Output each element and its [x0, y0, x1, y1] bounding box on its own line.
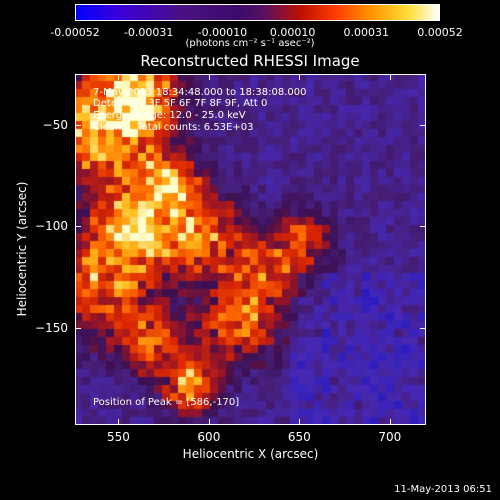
y-tick-mark — [75, 124, 81, 126]
x-tick-mark — [389, 419, 391, 425]
timestamp: 11-May-2013 06:51 — [394, 484, 492, 495]
x-tick-label: 700 — [378, 430, 402, 444]
peak-position-label: Position of Peak = [586,-170] — [93, 397, 240, 408]
x-tick-label: 600 — [197, 430, 221, 444]
x-tick-mark — [208, 74, 210, 80]
colorbar-tick-label: 0.00031 — [343, 26, 390, 39]
y-tick-mark — [420, 327, 426, 329]
info-time: 7-May-2013 18:34:48.000 to 18:38:08.000 — [93, 87, 307, 98]
colorbar-tick-label: -0.00010 — [197, 26, 248, 39]
chart-title: Reconstructed RHESSI Image — [140, 52, 360, 70]
x-tick-mark — [299, 419, 301, 425]
heatmap-image — [75, 74, 426, 425]
x-tick-label: 550 — [106, 430, 130, 444]
x-tick-mark — [118, 74, 120, 80]
x-tick-label: 650 — [287, 430, 311, 444]
colorbar — [75, 4, 440, 21]
info-clean: Clean Total counts: 6.53E+03 — [93, 122, 254, 133]
y-tick-label: −150 — [35, 320, 68, 335]
info-detectors: Detectors: 3F 5F 6F 7F 8F 9F, Att 0 — [93, 98, 268, 109]
colorbar-tick-label: 0.00010 — [269, 26, 316, 39]
colorbar-tick-label: -0.00052 — [50, 26, 100, 39]
x-tick-mark — [118, 419, 120, 425]
x-axis-label: Heliocentric X (arcsec) — [182, 447, 319, 461]
y-tick-label: −100 — [35, 219, 68, 234]
x-tick-mark — [208, 419, 210, 425]
colorbar-tick-label: 0.00052 — [417, 26, 463, 39]
x-tick-mark — [299, 74, 301, 80]
y-axis-label: Heliocentric Y (arcsec) — [15, 181, 29, 317]
y-tick-mark — [75, 327, 81, 329]
colorbar-unit: (photons cm⁻² s⁻¹ asec⁻²) — [185, 38, 315, 49]
y-tick-mark — [420, 226, 426, 228]
y-tick-mark — [420, 124, 426, 126]
plot-frame — [75, 74, 426, 425]
y-tick-label: −50 — [42, 117, 68, 132]
colorbar-tick-label: -0.00031 — [123, 26, 174, 39]
y-tick-mark — [75, 226, 81, 228]
x-tick-mark — [389, 74, 391, 80]
info-energy: Energy Range: 12.0 - 25.0 keV — [93, 110, 246, 121]
